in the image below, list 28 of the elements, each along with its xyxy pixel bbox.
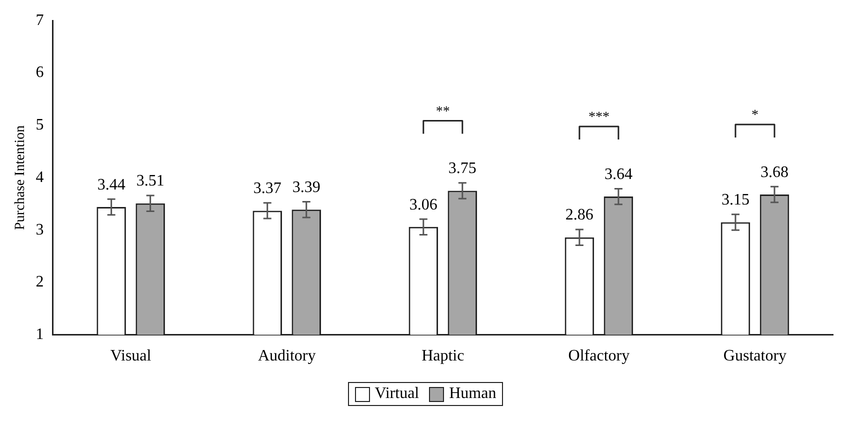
x-tick-label: Haptic [422,348,464,365]
data-label: 3.44 [97,176,126,194]
series-label: Virtual [374,385,420,403]
data-label: 3.15 [721,192,750,209]
y-tick-label: 7 [36,12,44,29]
annotation: ** [436,104,450,120]
y-tick-label: 6 [36,64,44,82]
data-label: 2.86 [565,206,594,224]
data-label: 3.68 [760,164,788,181]
y-tick-label: 5 [36,116,44,134]
x-tick-label: Visual [110,348,152,365]
data-label: 3.39 [292,178,320,196]
annotation: * [751,108,758,124]
y-tick-label: 2 [36,274,44,291]
y-tick-label: 4 [36,168,44,186]
data-label: 3.51 [136,172,164,190]
data-label: 3.06 [409,196,438,214]
data-label: 3.37 [253,180,282,198]
x-tick-label: Olfactory [568,348,630,365]
legend-label: Human [449,385,496,403]
annotation: *** [588,110,610,126]
y-axis-title: Purchase Intention [13,125,28,230]
data-label: 3.64 [604,166,632,183]
x-tick-label: Gustatory [723,348,787,365]
y-tick-label: 1 [36,326,44,344]
x-tick-label: Auditory [258,348,316,365]
data-label: 3.75 [448,160,476,178]
y-tick-label: 3 [36,221,44,238]
